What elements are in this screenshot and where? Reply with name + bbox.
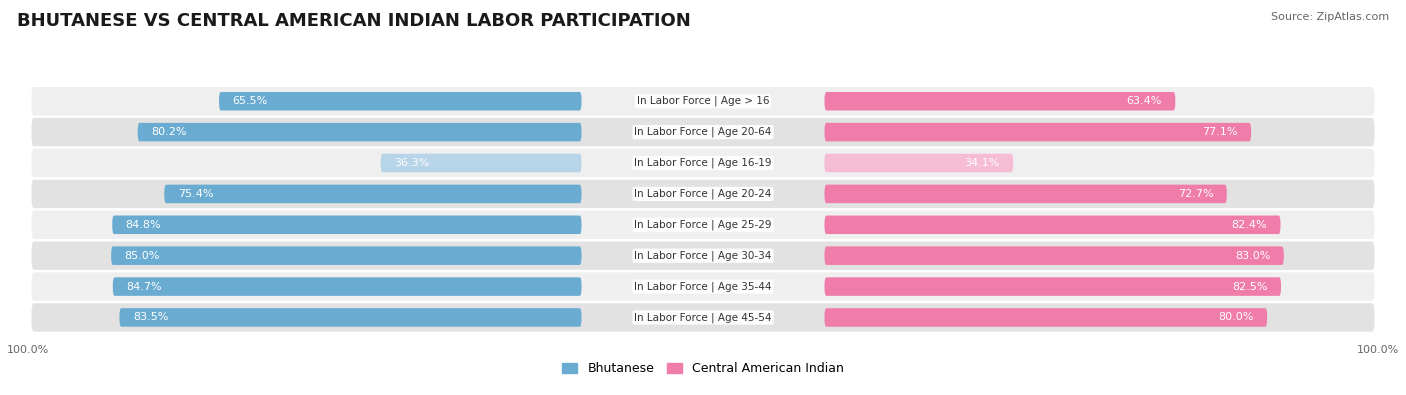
Text: 80.0%: 80.0% xyxy=(1219,312,1254,322)
Text: 75.4%: 75.4% xyxy=(177,189,214,199)
FancyBboxPatch shape xyxy=(824,246,1284,265)
Text: 84.7%: 84.7% xyxy=(127,282,162,292)
Text: In Labor Force | Age 45-54: In Labor Force | Age 45-54 xyxy=(634,312,772,323)
Text: BHUTANESE VS CENTRAL AMERICAN INDIAN LABOR PARTICIPATION: BHUTANESE VS CENTRAL AMERICAN INDIAN LAB… xyxy=(17,12,690,30)
Text: 36.3%: 36.3% xyxy=(394,158,429,168)
FancyBboxPatch shape xyxy=(824,216,1281,234)
FancyBboxPatch shape xyxy=(120,308,582,327)
FancyBboxPatch shape xyxy=(31,241,1375,270)
FancyBboxPatch shape xyxy=(138,123,582,141)
Text: In Labor Force | Age 25-29: In Labor Force | Age 25-29 xyxy=(634,220,772,230)
Text: 77.1%: 77.1% xyxy=(1202,127,1237,137)
FancyBboxPatch shape xyxy=(31,273,1375,301)
Text: 83.5%: 83.5% xyxy=(134,312,169,322)
Text: 83.0%: 83.0% xyxy=(1234,251,1270,261)
FancyBboxPatch shape xyxy=(824,277,1281,296)
Text: 84.8%: 84.8% xyxy=(125,220,162,230)
FancyBboxPatch shape xyxy=(219,92,582,111)
FancyBboxPatch shape xyxy=(31,87,1375,115)
FancyBboxPatch shape xyxy=(31,180,1375,208)
Text: 72.7%: 72.7% xyxy=(1178,189,1213,199)
Text: 80.2%: 80.2% xyxy=(152,127,187,137)
FancyBboxPatch shape xyxy=(112,216,582,234)
FancyBboxPatch shape xyxy=(824,123,1251,141)
FancyBboxPatch shape xyxy=(824,308,1267,327)
Text: In Labor Force | Age 35-44: In Labor Force | Age 35-44 xyxy=(634,281,772,292)
Text: 82.4%: 82.4% xyxy=(1232,220,1267,230)
FancyBboxPatch shape xyxy=(824,184,1227,203)
Legend: Bhutanese, Central American Indian: Bhutanese, Central American Indian xyxy=(557,357,849,380)
Text: 82.5%: 82.5% xyxy=(1232,282,1268,292)
Text: 85.0%: 85.0% xyxy=(125,251,160,261)
Text: Source: ZipAtlas.com: Source: ZipAtlas.com xyxy=(1271,12,1389,22)
Text: In Labor Force | Age 30-34: In Labor Force | Age 30-34 xyxy=(634,250,772,261)
Text: 63.4%: 63.4% xyxy=(1126,96,1161,106)
FancyBboxPatch shape xyxy=(824,92,1175,111)
FancyBboxPatch shape xyxy=(111,246,582,265)
FancyBboxPatch shape xyxy=(112,277,582,296)
FancyBboxPatch shape xyxy=(31,149,1375,177)
Text: 34.1%: 34.1% xyxy=(965,158,1000,168)
Text: In Labor Force | Age 16-19: In Labor Force | Age 16-19 xyxy=(634,158,772,168)
FancyBboxPatch shape xyxy=(165,184,582,203)
Text: In Labor Force | Age > 16: In Labor Force | Age > 16 xyxy=(637,96,769,107)
Text: 65.5%: 65.5% xyxy=(232,96,267,106)
Text: In Labor Force | Age 20-64: In Labor Force | Age 20-64 xyxy=(634,127,772,137)
FancyBboxPatch shape xyxy=(31,303,1375,332)
FancyBboxPatch shape xyxy=(31,211,1375,239)
Text: In Labor Force | Age 20-24: In Labor Force | Age 20-24 xyxy=(634,189,772,199)
FancyBboxPatch shape xyxy=(31,118,1375,146)
FancyBboxPatch shape xyxy=(824,154,1014,172)
FancyBboxPatch shape xyxy=(381,154,582,172)
